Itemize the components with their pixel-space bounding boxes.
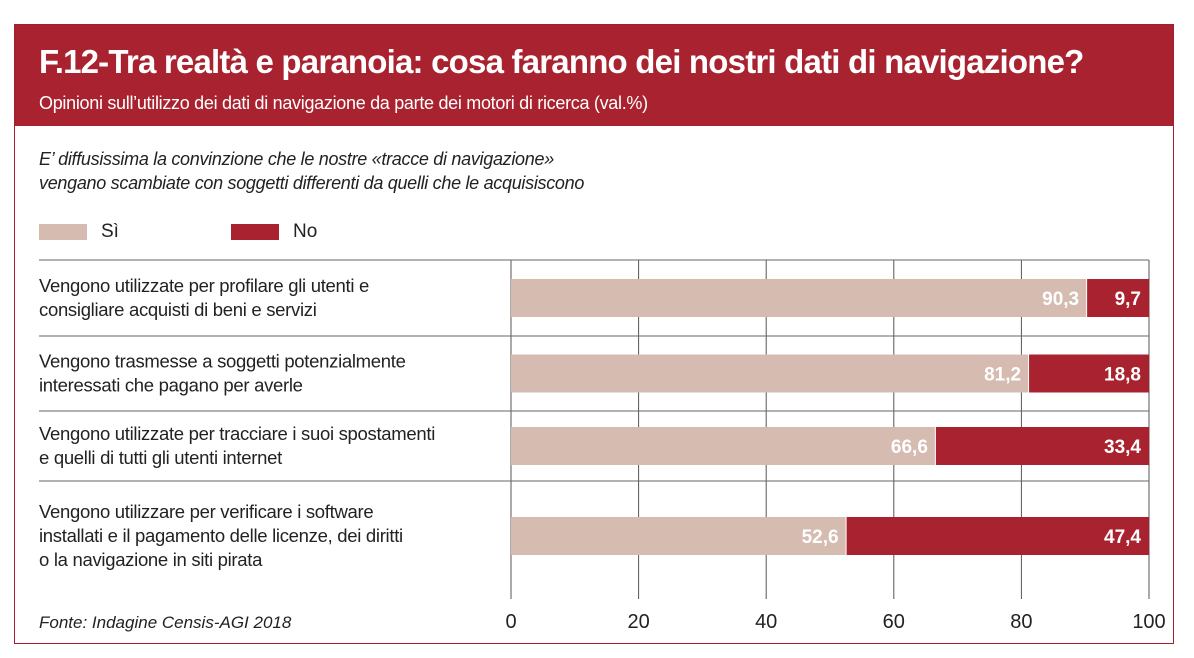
category-label: e quelli di tutti gli utenti internet — [39, 447, 282, 468]
data-label: 33,4 — [1104, 437, 1141, 458]
legend-label-no: No — [293, 221, 318, 242]
legend-label-si: Sì — [101, 221, 119, 242]
legend-item-si: Sì — [39, 221, 119, 243]
legend-item-no: No — [231, 221, 317, 243]
legend-swatch-no — [231, 224, 279, 240]
legend-swatch-si — [39, 224, 87, 240]
bar-no — [1029, 354, 1149, 393]
data-label: 81,2 — [984, 365, 1021, 386]
category-label: Vengono utilizzare per verificare i soft… — [39, 501, 373, 522]
x-tick-label: 100 — [1132, 611, 1165, 633]
data-label: 90,3 — [1042, 289, 1079, 310]
figure-frame: F.12-Tra realtà e paranoia: cosa faranno… — [14, 24, 1174, 644]
bar-no — [846, 517, 1149, 555]
category-label: Vengono utilizzate per tracciare i suoi … — [39, 423, 435, 444]
data-label: 9,7 — [1115, 289, 1141, 310]
bar-si — [511, 517, 847, 555]
stacked-bar-chart: 0 20 40 60 80 100 Vengono utilizzate per profi… — [39, 259, 1166, 633]
figure-title: F.12-Tra realtà e paranoia: cosa faranno… — [39, 43, 1084, 80]
category-label: o la navigazione in siti pirata — [39, 549, 263, 570]
x-tick-label: 40 — [755, 611, 777, 633]
category-label: interessati che pagano per averle — [39, 375, 303, 396]
bar-no — [935, 427, 1149, 465]
data-label: 52,6 — [802, 527, 839, 548]
bar-si — [511, 427, 936, 465]
intro-text: E’ diffusissima la convinzione che le no… — [39, 149, 585, 193]
category-label: Vengono utilizzate per profilare gli ute… — [39, 275, 369, 296]
x-tick-label: 60 — [883, 611, 905, 633]
data-label: 66,6 — [891, 437, 928, 458]
source-note: Fonte: Indagine Censis-AGI 2018 — [39, 613, 292, 632]
category-label: installati e il pagamento delle licenze,… — [39, 525, 403, 546]
bar-si — [511, 279, 1088, 317]
bar-no — [1087, 279, 1149, 317]
x-tick-label: 80 — [1010, 611, 1032, 633]
bar-si — [511, 354, 1030, 393]
figure-subtitle: Opinioni sull’utilizzo dei dati di navig… — [39, 93, 648, 113]
category-label: Vengono trasmesse a soggetti potenzialme… — [39, 351, 406, 372]
category-label: consigliare acquisti di beni e servizi — [39, 299, 317, 320]
data-label: 18,8 — [1104, 365, 1141, 386]
header-banner: F.12-Tra realtà e paranoia: cosa faranno… — [15, 25, 1173, 126]
x-tick-label: 0 — [505, 611, 516, 633]
data-label: 47,4 — [1104, 527, 1141, 548]
x-tick-label: 20 — [627, 611, 649, 633]
